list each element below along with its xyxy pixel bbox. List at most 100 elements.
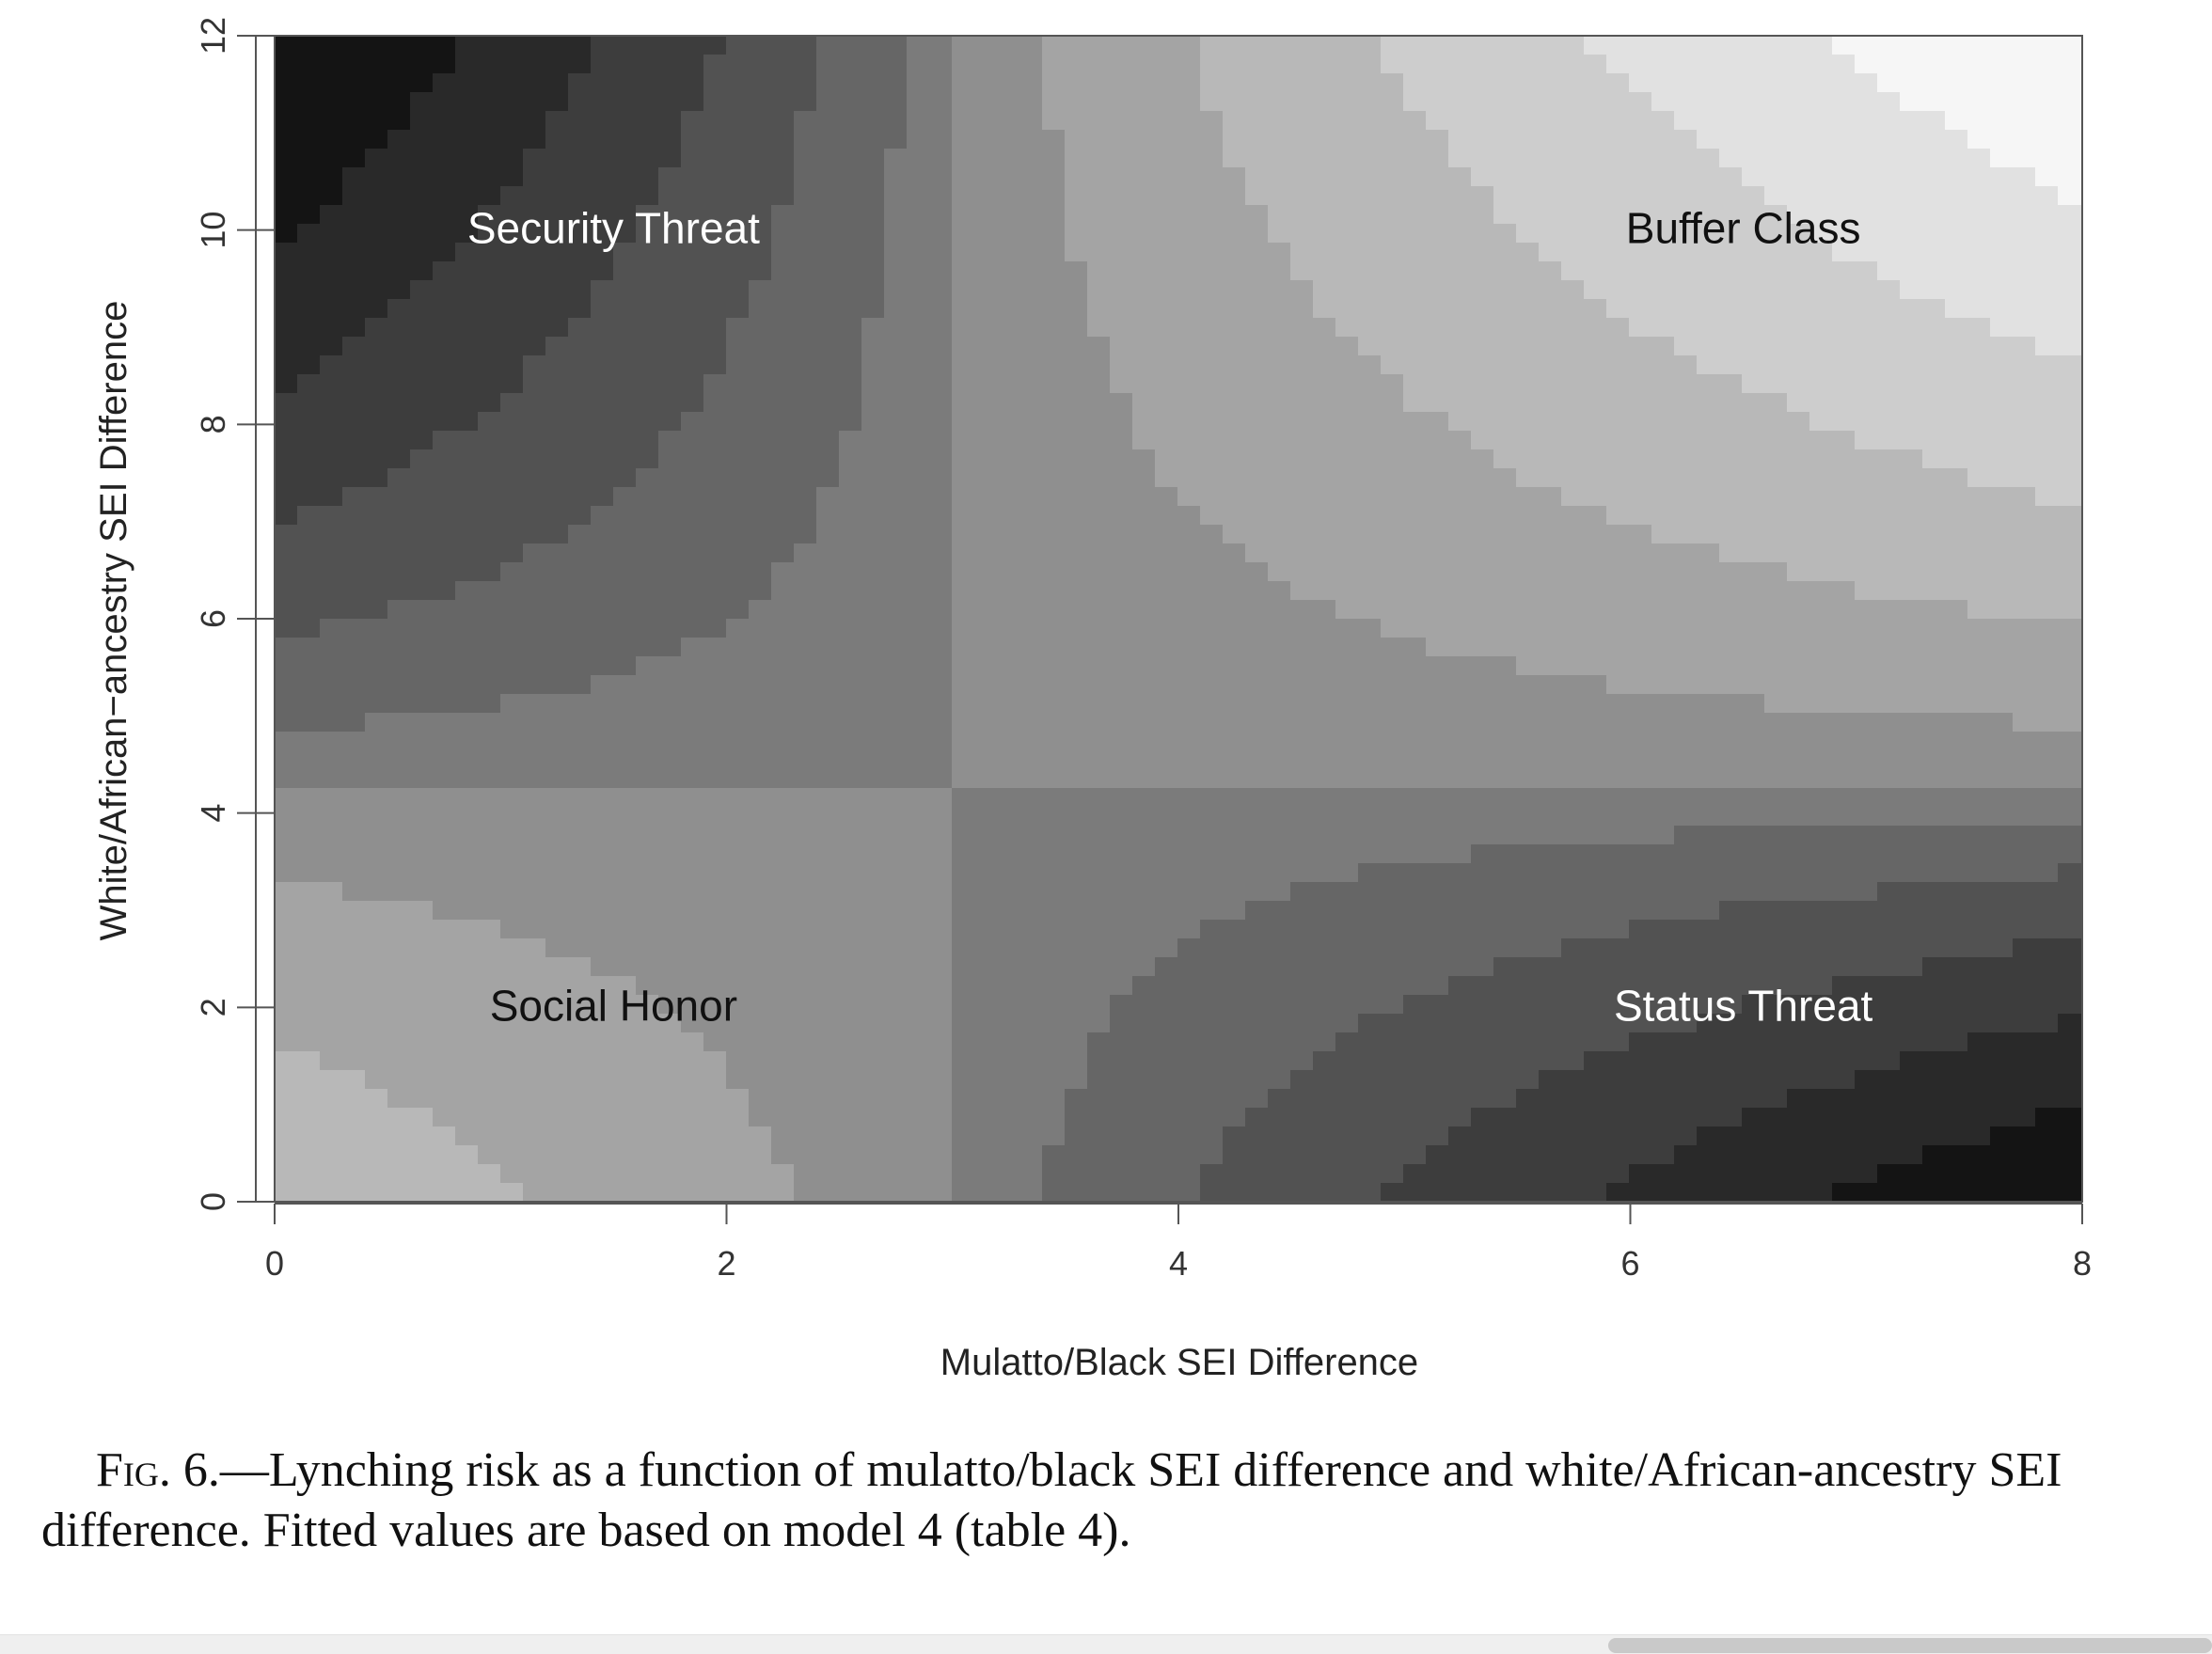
contour-cell [1674,73,1698,93]
contour-cell [929,299,953,319]
contour-cell [1223,976,1246,996]
contour-cell [907,280,930,300]
contour-cell [794,543,817,563]
contour-cell [500,1145,524,1165]
contour-cell [1313,337,1336,356]
contour-cell [1245,995,1269,1015]
contour-cell [591,807,614,827]
contour-cell [1516,1051,1540,1071]
contour-cell [545,355,569,375]
contour-cell [749,543,772,563]
contour-cell [749,713,772,732]
contour-cell [997,167,1020,187]
contour-cell [861,73,885,93]
contour-cell [1674,355,1698,375]
contour-cell [275,656,298,676]
contour-cell [1290,337,1314,356]
contour-cell [365,393,388,413]
contour-cell [1945,92,1968,112]
contour-cell [1403,807,1427,827]
contour-cell [1606,92,1630,112]
contour-cell [320,111,343,131]
contour-cell [1268,525,1291,544]
contour-cell [1764,525,1788,544]
contour-cell [1719,73,1743,93]
contour-cell [433,374,456,394]
contour-cell [1381,901,1404,921]
contour-cell [320,543,343,563]
contour-cell [1787,1014,1810,1033]
contour-cell [929,1164,953,1184]
contour-cell [365,1014,388,1033]
contour-cell [726,36,750,55]
contour-cell [1493,1126,1517,1146]
contour-cell [275,280,298,300]
contour-cell [703,863,727,883]
contour-cell [1087,337,1111,356]
contour-cell [952,562,975,582]
contour-cell [861,487,885,507]
contour-cell [591,224,614,244]
contour-cell [703,525,727,544]
contour-cell [1358,882,1382,902]
contour-cell [681,1014,704,1033]
contour-cell [320,393,343,413]
contour-cell [658,1183,682,1203]
contour-cell [1268,374,1291,394]
contour-cell [1990,337,2014,356]
contour-cell [1042,130,1066,150]
contour-cell [794,1014,817,1033]
contour-cell [433,243,456,262]
contour-cell [1448,732,1472,751]
contour-cell [1561,619,1585,638]
contour-cell [1223,393,1246,413]
contour-cell [1200,393,1224,413]
contour-cell [1313,412,1336,432]
contour-cell [320,92,343,112]
contour-cell [1809,1014,1833,1033]
contour-cell [297,1183,321,1203]
contour-cell [1764,788,1788,808]
contour-cell [433,581,456,601]
contour-cell [1764,543,1788,563]
contour-cell [1313,299,1336,319]
contour-cell [1651,243,1675,262]
contour-cell [1313,167,1336,187]
contour-cell [1922,694,1946,714]
contour-cell [907,995,930,1015]
contour-cell [1087,224,1111,244]
contour-cell [1606,412,1630,432]
contour-cell [1200,55,1224,74]
contour-cell [1719,581,1743,601]
contour-cell [1945,938,1968,958]
contour-cell [1019,769,1043,789]
contour-cell [1019,449,1043,469]
contour-cell [275,788,298,808]
contour-cell [952,826,975,845]
contour-cell [1742,36,1765,55]
contour-cell [726,355,750,375]
contour-cell [1945,1014,1968,1033]
contour-cell [545,374,569,394]
contour-cell [568,186,592,206]
contour-cell [1290,1089,1314,1109]
contour-cell [365,167,388,187]
contour-cell [1381,525,1404,544]
contour-cell [1945,355,1968,375]
contour-cell [1651,619,1675,638]
contour-cell [749,318,772,338]
contour-cell [1290,525,1314,544]
contour-cell [545,506,569,526]
contour-cell [591,1108,614,1127]
contour-cell [2013,299,2036,319]
contour-cell [1313,1126,1336,1146]
contour-cell [1403,487,1427,507]
contour-cell [1177,882,1201,902]
contour-cell [816,844,840,864]
contour-cell [1223,36,1246,55]
contour-cell [1651,732,1675,751]
contour-cell [997,224,1020,244]
contour-cell [523,1164,546,1184]
contour-cell [1358,280,1382,300]
contour-cell [636,920,659,939]
